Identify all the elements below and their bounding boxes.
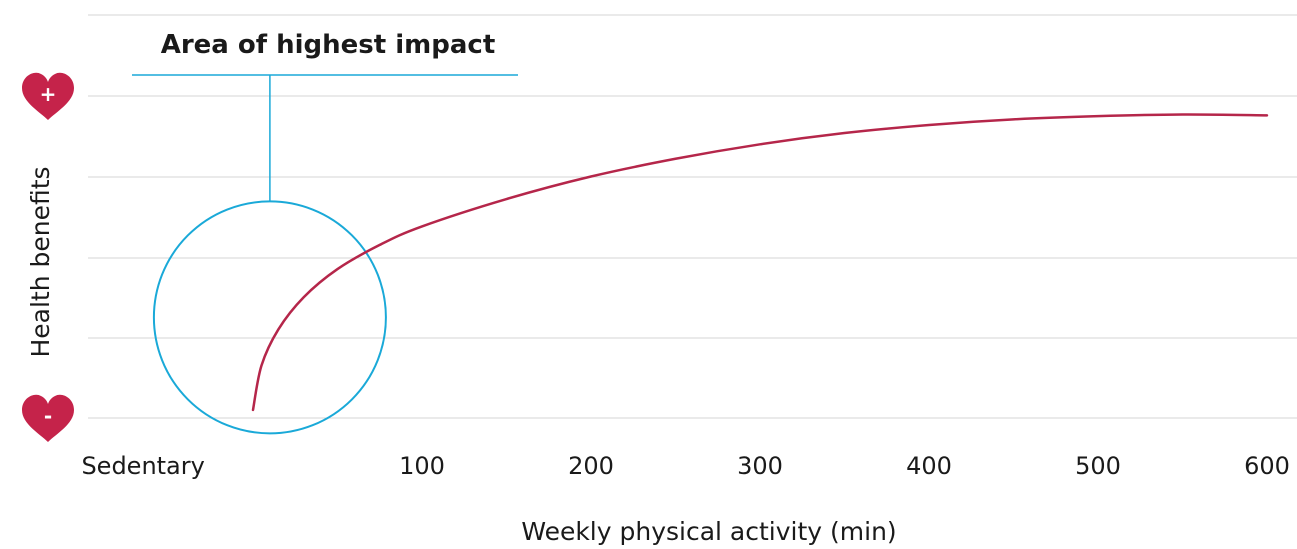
x-tick-label: 200 bbox=[568, 452, 614, 480]
heart-sign-label: + bbox=[40, 82, 57, 106]
heart-minus-icon: - bbox=[22, 394, 74, 442]
x-axis-label: Weekly physical activity (min) bbox=[521, 517, 896, 546]
annotation-circle bbox=[152, 200, 387, 435]
x-tick-label: 400 bbox=[906, 452, 952, 480]
x-tick-label: 500 bbox=[1075, 452, 1121, 480]
x-tick-labels: Sedentary 100 200 300 400 500 600 bbox=[81, 452, 1289, 480]
x-tick-label: 300 bbox=[737, 452, 783, 480]
heart-plus-icon: + bbox=[22, 72, 74, 120]
heart-shape bbox=[22, 394, 74, 442]
y-axis-markers: +- bbox=[22, 72, 74, 442]
heart-sign-label: - bbox=[44, 404, 52, 428]
y-axis-label: Health benefits bbox=[26, 166, 55, 357]
series-line bbox=[251, 113, 1269, 412]
x-tick-label: 600 bbox=[1244, 452, 1290, 480]
annotation-title: Area of highest impact bbox=[161, 30, 496, 60]
annotation: Area of highest impact bbox=[132, 30, 518, 435]
heart-shape bbox=[22, 72, 74, 120]
series-layer bbox=[251, 113, 1269, 412]
x-tick-label: 100 bbox=[399, 452, 445, 480]
x-tick-label: Sedentary bbox=[81, 452, 204, 480]
grid-lines bbox=[88, 14, 1297, 419]
